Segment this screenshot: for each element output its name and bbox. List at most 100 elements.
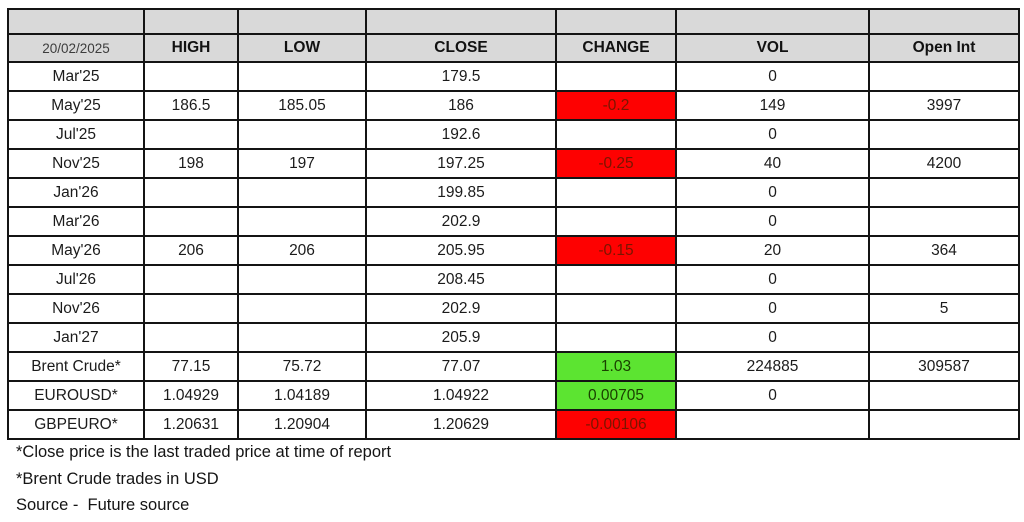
close-cell: 192.6 <box>365 119 557 150</box>
blank-cell <box>143 8 239 35</box>
low-cell: 1.04189 <box>237 380 367 411</box>
table-row: Brent Crude* 77.15 75.72 77.07 1.03 224885 309… <box>7 351 1020 382</box>
high-cell <box>143 322 239 353</box>
blank-cell <box>555 8 677 35</box>
change-cell: 1.03 <box>555 351 677 382</box>
vol-cell: 0 <box>675 119 870 150</box>
vol-cell: 0 <box>675 380 870 411</box>
table-row: Mar'25 179.5 0 <box>7 61 1020 92</box>
table-row: Jul'25 192.6 0 <box>7 119 1020 150</box>
blank-cell <box>868 8 1020 35</box>
close-cell: 208.45 <box>365 264 557 295</box>
change-cell <box>555 177 677 208</box>
open-int-cell: 4200 <box>868 148 1020 179</box>
footnotes: *Close price is the last traded price at… <box>16 443 996 522</box>
open-int-cell <box>868 61 1020 92</box>
high-cell <box>143 264 239 295</box>
open-int-cell: 3997 <box>868 90 1020 121</box>
contract-label: Jul'25 <box>7 119 145 150</box>
low-cell <box>237 264 367 295</box>
table-row: Mar'26 202.9 0 <box>7 206 1020 237</box>
close-cell: 179.5 <box>365 61 557 92</box>
vol-cell: 0 <box>675 264 870 295</box>
blank-header-row <box>7 8 1020 35</box>
low-cell <box>237 61 367 92</box>
contract-label: Jan'27 <box>7 322 145 353</box>
open-int-cell <box>868 409 1020 440</box>
high-cell: 1.20631 <box>143 409 239 440</box>
footnote-brent-usd: *Brent Crude trades in USD <box>16 469 219 488</box>
table-row: May'26 206 206 205.95 -0.15 20 364 <box>7 235 1020 266</box>
close-cell: 205.95 <box>365 235 557 266</box>
vol-cell: 0 <box>675 293 870 324</box>
open-int-cell <box>868 119 1020 150</box>
change-cell: -0.25 <box>555 148 677 179</box>
high-cell <box>143 293 239 324</box>
table-row: Nov'26 202.9 0 5 <box>7 293 1020 324</box>
close-cell: 199.85 <box>365 177 557 208</box>
vol-cell <box>675 409 870 440</box>
close-cell: 202.9 <box>365 293 557 324</box>
vol-cell: 0 <box>675 322 870 353</box>
high-cell <box>143 61 239 92</box>
change-cell <box>555 119 677 150</box>
report-date: 20/02/2025 <box>7 33 145 63</box>
low-cell: 185.05 <box>237 90 367 121</box>
change-cell <box>555 206 677 237</box>
low-cell <box>237 206 367 237</box>
footnote-source: Source - Future source <box>16 496 190 514</box>
change-cell: -0.15 <box>555 235 677 266</box>
low-cell <box>237 293 367 324</box>
contract-label: Mar'26 <box>7 206 145 237</box>
table-row: May'25 186.5 185.05 186 -0.2 149 3997 <box>7 90 1020 121</box>
high-cell <box>143 206 239 237</box>
contract-label: Jul'26 <box>7 264 145 295</box>
table-row: Jan'27 205.9 0 <box>7 322 1020 353</box>
high-cell: 1.04929 <box>143 380 239 411</box>
open-int-cell: 309587 <box>868 351 1020 382</box>
column-header-high: HIGH <box>143 33 239 63</box>
table-row: Jul'26 208.45 0 <box>7 264 1020 295</box>
table-row: GBPEURO* 1.20631 1.20904 1.20629 -0.00106 <box>7 409 1020 440</box>
vol-cell: 0 <box>675 61 870 92</box>
column-header-change: CHANGE <box>555 33 677 63</box>
contract-label: Jan'26 <box>7 177 145 208</box>
high-cell: 77.15 <box>143 351 239 382</box>
contract-label: Mar'25 <box>7 61 145 92</box>
close-cell: 1.20629 <box>365 409 557 440</box>
close-cell: 1.04922 <box>365 380 557 411</box>
column-header-close: CLOSE <box>365 33 557 63</box>
blank-cell <box>675 8 870 35</box>
vol-cell: 20 <box>675 235 870 266</box>
low-cell: 75.72 <box>237 351 367 382</box>
open-int-cell: 364 <box>868 235 1020 266</box>
blank-cell <box>7 8 145 35</box>
close-cell: 77.07 <box>365 351 557 382</box>
contract-label: GBPEURO* <box>7 409 145 440</box>
high-cell: 198 <box>143 148 239 179</box>
close-cell: 186 <box>365 90 557 121</box>
open-int-cell <box>868 206 1020 237</box>
open-int-cell <box>868 322 1020 353</box>
high-cell: 206 <box>143 235 239 266</box>
blank-cell <box>365 8 557 35</box>
change-cell: 0.00705 <box>555 380 677 411</box>
vol-cell: 224885 <box>675 351 870 382</box>
footnote-close-price: *Close price is the last traded price at… <box>16 443 392 461</box>
high-cell <box>143 177 239 208</box>
header-row: 20/02/2025 HIGH LOW CLOSE CHANGE VOL Open Int <box>7 33 1020 63</box>
low-cell: 1.20904 <box>237 409 367 440</box>
contract-label: Nov'26 <box>7 293 145 324</box>
high-cell: 186.5 <box>143 90 239 121</box>
low-cell <box>237 119 367 150</box>
column-header-low: LOW <box>237 33 367 63</box>
vol-cell: 149 <box>675 90 870 121</box>
low-cell: 197 <box>237 148 367 179</box>
table-row: Jan'26 199.85 0 <box>7 177 1020 208</box>
open-int-cell: 5 <box>868 293 1020 324</box>
table-body: Mar'25 179.5 0 May'25 186.5 185.05 186 -0.2 149 3… <box>7 61 1020 440</box>
open-int-cell <box>868 264 1020 295</box>
high-cell <box>143 119 239 150</box>
change-cell: -0.00106 <box>555 409 677 440</box>
